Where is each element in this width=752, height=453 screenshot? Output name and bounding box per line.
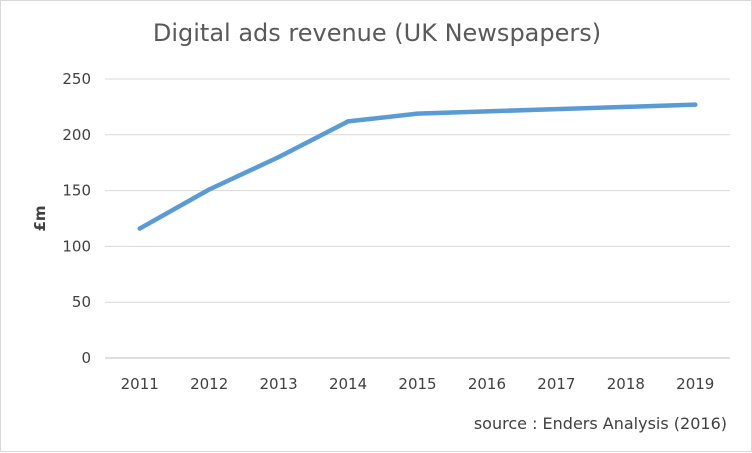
series-line <box>140 105 696 229</box>
x-tick-label: 2016 <box>468 375 506 393</box>
y-tick-label: 0 <box>81 349 91 367</box>
x-tick-label: 2015 <box>398 375 436 393</box>
y-tick-label: 100 <box>62 237 91 255</box>
y-tick-label: 50 <box>72 293 91 311</box>
x-tick-label: 2014 <box>329 375 367 393</box>
x-tick-label: 2019 <box>676 375 714 393</box>
x-tick-label: 2011 <box>121 375 159 393</box>
x-tick-label: 2013 <box>260 375 298 393</box>
x-tick-label: 2012 <box>190 375 228 393</box>
source-note: source : Enders Analysis (2016) <box>474 414 727 433</box>
y-axis-label: £m <box>31 205 49 231</box>
x-tick-label: 2017 <box>537 375 575 393</box>
y-tick-label: 200 <box>62 126 91 144</box>
y-tick-label: 250 <box>62 70 91 88</box>
y-tick-label: 150 <box>62 182 91 200</box>
x-tick-label: 2018 <box>607 375 645 393</box>
